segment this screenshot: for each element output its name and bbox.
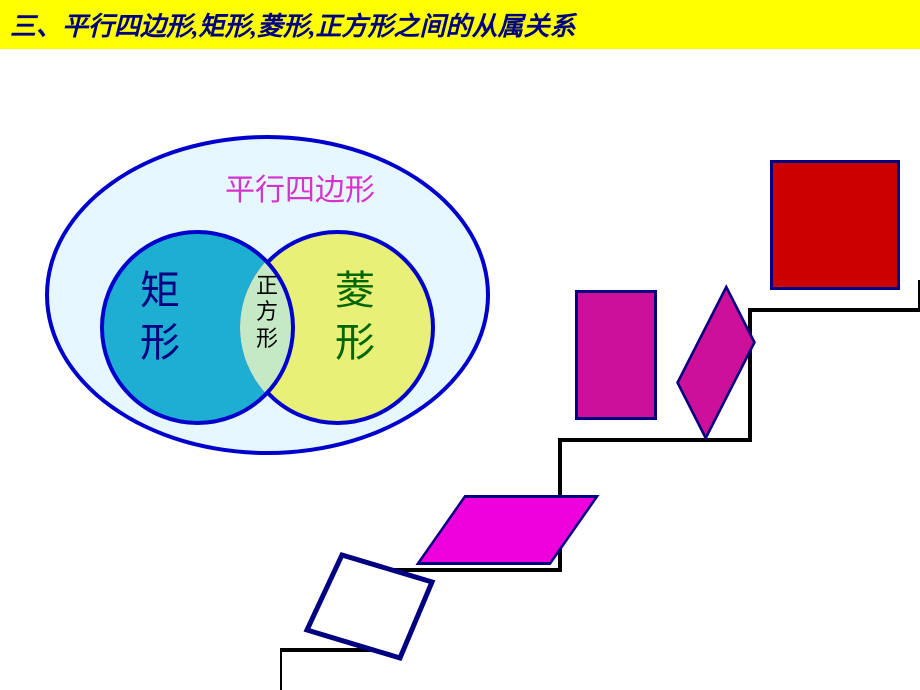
left-label: 矩形 xyxy=(140,265,180,369)
quadrilateral-polygon xyxy=(307,555,432,658)
center-label: 正方形 xyxy=(253,273,281,352)
outer-label: 平行四边形 xyxy=(225,165,375,209)
page-title: 三、平行四边形,矩形,菱形,正方形之间的从属关系 xyxy=(0,0,920,49)
rectangle-shape xyxy=(575,290,657,420)
stairs-scene xyxy=(280,280,920,690)
square-shape xyxy=(770,160,900,290)
quadrilateral-shape xyxy=(302,550,442,670)
